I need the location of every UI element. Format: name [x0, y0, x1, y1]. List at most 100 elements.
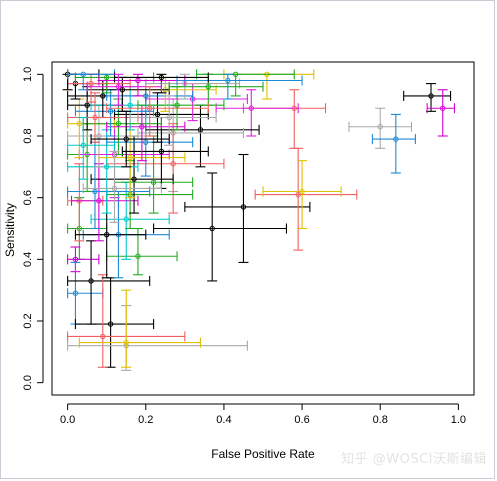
data-point [111, 185, 118, 192]
data-point-group [90, 110, 170, 168]
x-tick-label: 0.8 [373, 414, 388, 426]
data-point-group [145, 104, 260, 168]
plot-area-border [51, 61, 475, 396]
y-axis: 0.0 0.2 0.4 0.6 0.8 1.0 [22, 67, 44, 390]
data-point [158, 148, 165, 155]
data-point [119, 87, 126, 93]
x-tick-label: 0.0 [60, 414, 75, 426]
data-point [166, 114, 172, 121]
data-point-group [78, 289, 202, 368]
data-point [92, 188, 98, 195]
data-point-group [67, 141, 151, 230]
data-point [135, 77, 141, 84]
x-axis: 0.0 0.2 0.4 0.6 0.8 1.0 [60, 403, 466, 426]
data-point [428, 93, 434, 99]
data-point [104, 231, 110, 238]
data-point-group [67, 246, 100, 273]
data-point [377, 124, 383, 130]
data-point [100, 93, 106, 99]
data-point [240, 204, 247, 210]
data-point-group [254, 147, 358, 251]
data-point [158, 74, 165, 81]
data-point [146, 105, 153, 111]
x-tick-label: 0.6 [294, 414, 309, 426]
data-point [127, 102, 133, 108]
x-axis-label: False Positive Rate [211, 447, 315, 461]
data-point-group [90, 135, 174, 214]
watermark: 知乎 @WOSCI沃斯编辑 [341, 452, 487, 467]
data-point [115, 83, 122, 90]
x-tick-label: 0.2 [138, 414, 153, 426]
data-point [92, 114, 98, 121]
data-point-group [176, 73, 303, 100]
data-point-group [67, 305, 248, 371]
data-point [123, 339, 129, 346]
data-point-group [74, 190, 147, 279]
data-point [248, 105, 254, 111]
data-point [72, 256, 79, 263]
data-point [96, 133, 102, 139]
data-point [232, 71, 239, 78]
data-point [174, 102, 180, 108]
data-point [100, 333, 106, 340]
data-point [135, 253, 141, 259]
y-axis-label: Sensitivity [3, 203, 17, 257]
data-point [88, 278, 94, 284]
data-point [88, 80, 94, 87]
data-point [143, 93, 149, 99]
x-tick-label: 0.4 [216, 414, 231, 426]
data-point [170, 161, 176, 167]
data-point [104, 164, 110, 170]
data-point [197, 127, 204, 133]
data-point-group [215, 89, 299, 137]
data-point [76, 120, 83, 127]
data-point [205, 83, 211, 90]
data-point-group [242, 89, 327, 149]
data-point [84, 102, 90, 108]
data-point [131, 176, 137, 182]
data-point [107, 321, 114, 327]
data-point-group [106, 86, 209, 137]
data-point [107, 108, 114, 115]
data-point-group [74, 277, 155, 368]
data-point-group [426, 89, 456, 137]
data-point [123, 136, 129, 142]
data-point [115, 120, 122, 127]
data-point-group [67, 240, 151, 325]
data-point [209, 225, 215, 232]
data-point-group [184, 153, 311, 263]
x-tick-label: 1.0 [451, 414, 466, 426]
y-tick-label: 0.2 [22, 313, 34, 328]
data-point [72, 290, 79, 296]
y-tick-label: 0.0 [22, 375, 34, 390]
y-tick-label: 0.6 [22, 190, 34, 205]
y-tick-label: 1.0 [22, 67, 34, 82]
data-point [139, 124, 145, 130]
data-point [225, 77, 231, 84]
data-point [80, 71, 86, 78]
data-point-group [371, 113, 416, 174]
y-tick-label: 0.8 [22, 128, 34, 143]
data-point-group [82, 150, 162, 223]
y-tick-label: 0.4 [22, 252, 34, 267]
data-point [80, 142, 86, 148]
data-point-group [67, 197, 108, 260]
data-point-group [106, 227, 178, 276]
data-point-group [348, 107, 413, 149]
data-point [393, 136, 399, 142]
data-point [123, 216, 129, 222]
data-point-group [262, 160, 342, 230]
data-point-group [67, 116, 116, 180]
data-point [440, 105, 446, 111]
data-point-group [74, 89, 155, 137]
data-point-group [106, 123, 225, 214]
data-point-group [196, 69, 295, 97]
data-point [295, 191, 301, 198]
data-point [127, 154, 133, 161]
data-point-group [153, 172, 287, 282]
data-point [299, 188, 305, 195]
data-point [150, 179, 157, 185]
data-series [62, 69, 456, 371]
